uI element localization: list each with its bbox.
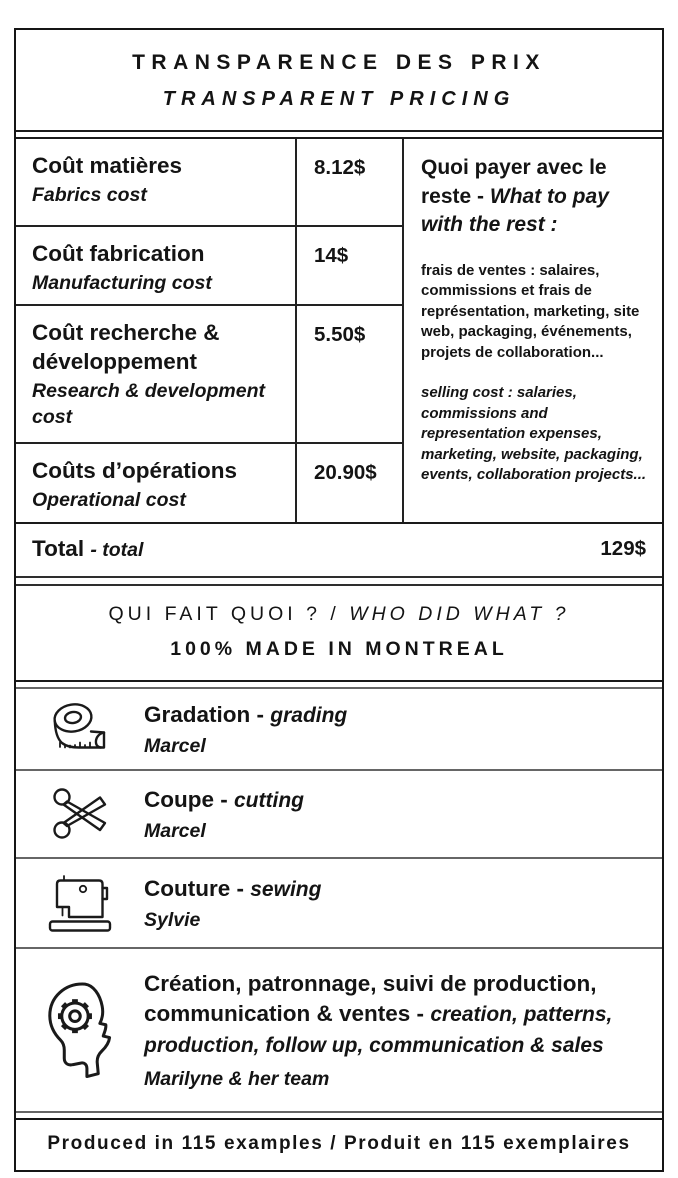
- steps-bottom-divider: [16, 1111, 662, 1113]
- who-did-what-line: QUI FAIT QUOI ? / WHO DID WHAT ?: [16, 603, 662, 626]
- side-note-heading-en: What to pay with the rest :: [421, 184, 609, 237]
- step-title: Création, patronnage, suivi de productio…: [144, 969, 628, 1061]
- cost-row-fabrics-price: 8.12$: [297, 139, 404, 225]
- scissors-icon: [16, 781, 144, 847]
- step-text: Coupe - cutting Marcel: [144, 785, 662, 844]
- side-note-body-fr: frais de ventes : salaires, commissions …: [421, 261, 640, 361]
- pricing-transparency-card: TRANSPARENCE DES PRIX TRANSPARENT PRICIN…: [14, 28, 664, 1172]
- cost-row-fabrics-label: Coût matières Fabrics cost: [16, 139, 297, 225]
- cost-row-rnd-price: 5.50$: [297, 304, 404, 442]
- cost-label-fr: Coût matières: [32, 153, 183, 178]
- cost-label-en: Manufacturing cost: [32, 272, 212, 294]
- step-text: Création, patronnage, suivi de productio…: [144, 969, 662, 1092]
- step-text: Couture - sewing Sylvie: [144, 874, 662, 933]
- step-person: Marcel: [144, 734, 206, 757]
- cost-label-en: Research & development cost: [32, 380, 266, 428]
- step-row-creation: Création, patronnage, suivi de productio…: [16, 947, 662, 1111]
- step-title-en: cutting: [234, 788, 304, 812]
- step-title-fr: Gradation -: [144, 701, 271, 727]
- cost-label-en: Operational cost: [32, 489, 186, 511]
- side-note: Quoi payer avec le reste - What to pay w…: [404, 139, 662, 522]
- step-row-sewing: Couture - sewing Sylvie: [16, 857, 662, 947]
- sewing-machine-icon: [16, 871, 144, 935]
- total-row: Total - total 129$: [16, 524, 662, 578]
- card-header: TRANSPARENCE DES PRIX TRANSPARENT PRICIN…: [16, 30, 662, 132]
- step-row-cutting: Coupe - cutting Marcel: [16, 769, 662, 857]
- step-text: Gradation - grading Marcel: [144, 700, 662, 759]
- cost-row-manufacturing-label: Coût fabrication Manufacturing cost: [16, 225, 297, 304]
- cost-label-en: Fabrics cost: [32, 184, 147, 206]
- measuring-tape-icon: [16, 700, 144, 758]
- total-label-fr: Total: [32, 536, 91, 561]
- card-footer: Produced in 115 examples / Produit en 11…: [16, 1118, 662, 1170]
- who-line-en: WHO DID WHAT ?: [349, 603, 570, 625]
- side-note-heading-fr: Quoi payer avec le reste -: [421, 156, 607, 208]
- title-french: TRANSPARENCE DES PRIX: [132, 51, 546, 74]
- production-count-text: Produced in 115 examples / Produit en 11…: [47, 1133, 631, 1154]
- step-title-en: sewing: [250, 877, 322, 901]
- cost-breakdown-table: Coût matières Fabrics cost 8.12$ Quoi pa…: [16, 137, 662, 524]
- cost-row-manufacturing-price: 14$: [297, 225, 404, 304]
- cost-row-operations-label: Coûts d’opérations Operational cost: [16, 442, 297, 522]
- step-title: Couture - sewing: [144, 874, 628, 905]
- step-title-en: creation, patterns, production, follow u…: [144, 1002, 613, 1057]
- step-title-fr: Coupe -: [144, 786, 234, 812]
- step-title-fr: Création, patronnage, suivi de productio…: [144, 970, 597, 1026]
- cost-label-fr: Coût recherche & développement: [32, 320, 220, 374]
- cost-label-fr: Coûts d’opérations: [32, 458, 238, 483]
- step-title-en: grading: [270, 703, 348, 727]
- total-value: 129$: [600, 537, 646, 560]
- side-note-heading: Quoi payer avec le reste - What to pay w…: [421, 154, 649, 240]
- head-gear-icon: [16, 979, 144, 1081]
- total-label: Total - total: [32, 536, 143, 562]
- production-steps: Gradation - grading Marcel Coupe - cutti…: [16, 687, 662, 1113]
- step-title: Gradation - grading: [144, 700, 628, 731]
- made-in-montreal-line: 100% MADE IN MONTREAL: [170, 638, 508, 660]
- cost-label-fr: Coût fabrication: [32, 241, 205, 266]
- step-person: Marcel: [144, 819, 206, 842]
- step-person: Sylvie: [144, 908, 201, 931]
- step-person: Marilyne & her team: [144, 1067, 330, 1090]
- cost-row-operations-price: 20.90$: [297, 442, 404, 522]
- side-note-body-en: selling cost : salaries, commissions and…: [421, 384, 647, 483]
- step-row-grading: Gradation - grading Marcel: [16, 689, 662, 769]
- step-title-fr: Couture -: [144, 875, 251, 901]
- who-did-what-section: QUI FAIT QUOI ? / WHO DID WHAT ? 100% MA…: [16, 584, 662, 682]
- total-label-en: - total: [90, 539, 144, 561]
- title-english: TRANSPARENT PRICING: [162, 88, 516, 110]
- step-title: Coupe - cutting: [144, 785, 628, 816]
- cost-row-rnd-label: Coût recherche & développement Research …: [16, 304, 297, 442]
- who-line-fr: QUI FAIT QUOI ? /: [108, 603, 350, 625]
